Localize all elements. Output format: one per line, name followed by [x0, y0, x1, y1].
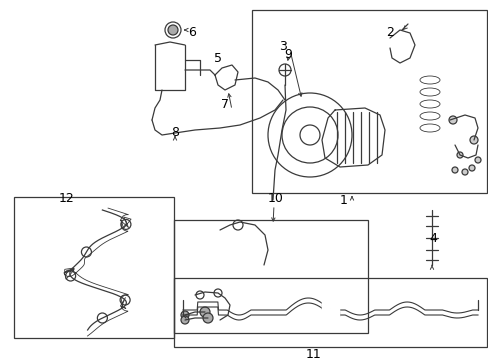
- Bar: [174, 220, 367, 333]
- Circle shape: [468, 165, 474, 171]
- Circle shape: [474, 157, 480, 163]
- Circle shape: [200, 307, 209, 317]
- Circle shape: [181, 316, 189, 324]
- Bar: [174, 278, 486, 347]
- Text: 10: 10: [267, 192, 284, 204]
- Text: 11: 11: [305, 348, 321, 360]
- Circle shape: [469, 136, 477, 144]
- Bar: [14, 197, 174, 338]
- Circle shape: [451, 167, 457, 173]
- Circle shape: [456, 152, 462, 158]
- Circle shape: [448, 116, 456, 124]
- Text: 7: 7: [221, 99, 228, 112]
- Circle shape: [461, 169, 467, 175]
- Text: 6: 6: [188, 26, 196, 39]
- Text: 5: 5: [214, 51, 222, 64]
- Text: 2: 2: [385, 27, 393, 40]
- Text: 8: 8: [171, 126, 179, 139]
- Text: 12: 12: [59, 192, 75, 204]
- Bar: [251, 10, 486, 193]
- Text: 1: 1: [339, 194, 347, 207]
- Circle shape: [203, 313, 213, 323]
- Text: 3: 3: [279, 40, 286, 54]
- Circle shape: [181, 311, 189, 319]
- Text: 4: 4: [428, 231, 436, 244]
- Text: 9: 9: [284, 49, 291, 62]
- Circle shape: [168, 25, 178, 35]
